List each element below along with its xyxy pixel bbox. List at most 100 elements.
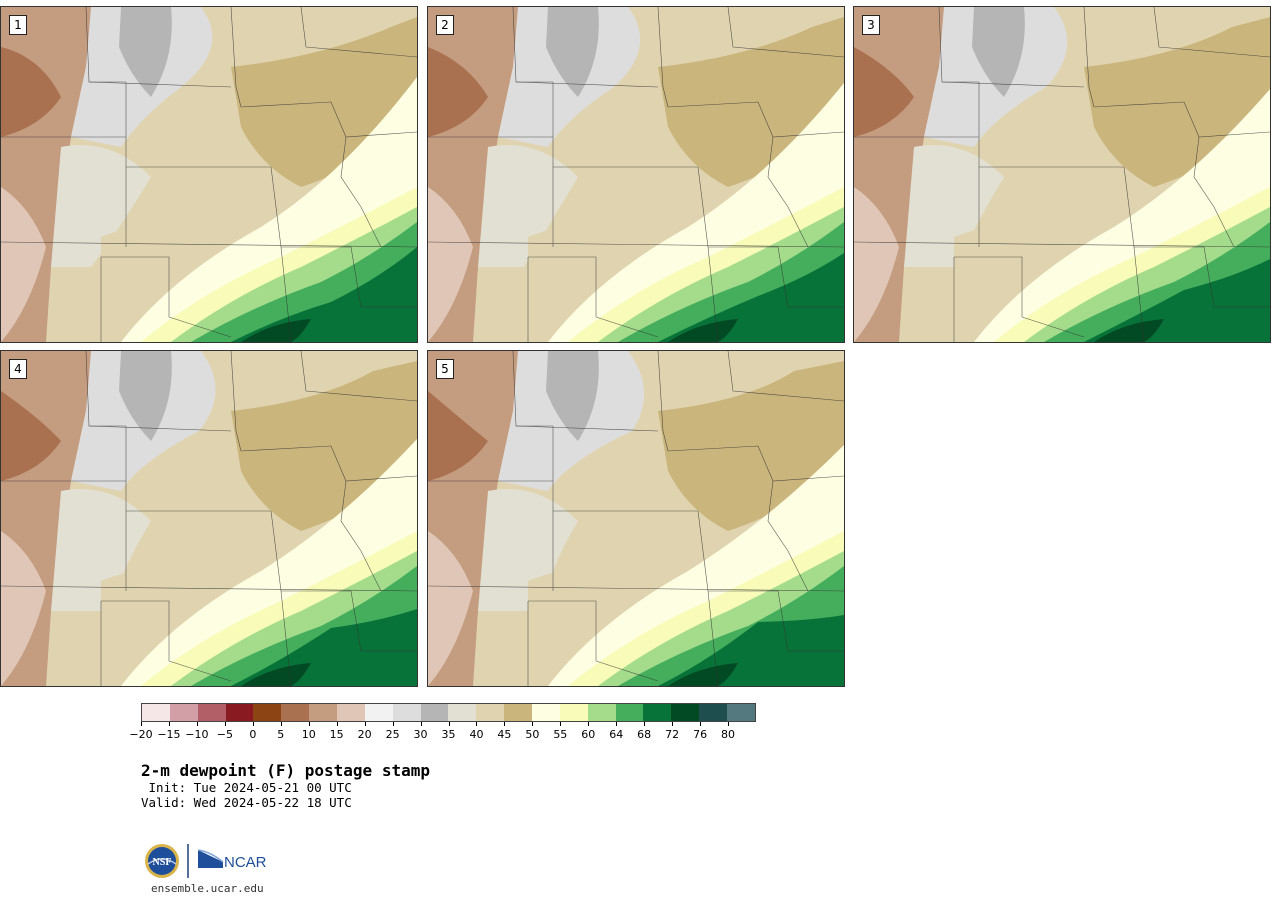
member-label: 2 <box>436 15 454 35</box>
colorbar-tick <box>224 722 226 726</box>
colorbar-tick <box>308 722 310 726</box>
colorbar-swatch <box>420 704 449 721</box>
colorbar-tick <box>672 722 674 726</box>
colorbar-tick <box>196 722 198 726</box>
colorbar-tick <box>616 722 618 726</box>
humid-dark <box>658 253 844 342</box>
colorbar-swatch <box>337 704 365 721</box>
colorbar-swatch <box>281 704 310 721</box>
colorbar-tick <box>560 722 562 726</box>
nsf-logo-text: NSF <box>153 857 172 868</box>
dry-region-south <box>1 187 46 342</box>
colorbar-tick <box>504 722 506 726</box>
dry-region-core <box>854 47 914 137</box>
moist-band <box>568 531 844 686</box>
ncar-logo-text: NCAR <box>224 854 267 871</box>
tan-south <box>954 223 1084 342</box>
dry-region-core <box>428 47 488 137</box>
colorbar-swatch <box>253 704 282 721</box>
grey-plains-core <box>119 351 172 441</box>
colorbar-tick <box>364 722 366 726</box>
colorbar-swatch <box>142 704 170 721</box>
plot-title: 2-m dewpoint (F) postage stamp <box>141 761 430 780</box>
colorbar-swatch <box>197 704 226 721</box>
colorbar-tick-label: 5 <box>277 728 285 741</box>
colorbar-swatch <box>699 704 728 721</box>
colorbar-tick <box>588 722 590 726</box>
state-borders <box>854 7 1270 342</box>
colorbar-tick-label: −20 <box>129 728 153 741</box>
grey-plains-core <box>546 351 599 441</box>
colorbar-tick <box>141 722 142 726</box>
colorbar-swatch <box>727 704 755 721</box>
colorbar-tick <box>476 722 478 726</box>
colorbar-swatch <box>559 704 588 721</box>
colorbar-swatch <box>448 704 477 721</box>
colorbar-swatch <box>587 704 616 721</box>
ncar-logo: NCAR <box>197 849 267 871</box>
tan-south <box>528 223 658 342</box>
colorbar-swatch <box>309 704 338 721</box>
colorbar-swatch <box>169 704 198 721</box>
humid-core <box>241 663 311 686</box>
map-panel-5: 5 <box>427 350 845 687</box>
colorbar-tick <box>392 722 394 726</box>
colorbar-tick-label: 55 <box>553 728 568 741</box>
humid-dark <box>231 609 417 686</box>
moist-band <box>568 187 844 342</box>
humid-dark <box>658 615 844 686</box>
logos: NSF NCAR <box>143 842 283 882</box>
tan-south <box>101 567 231 686</box>
humid-core <box>668 319 738 342</box>
map-panel-3: 3 <box>853 6 1271 343</box>
grey-plains-core <box>972 7 1025 97</box>
moist-corridor <box>974 89 1270 342</box>
colorbar-tick-label: 68 <box>637 728 652 741</box>
colorbar-tick-label: 50 <box>525 728 540 741</box>
init-time: Init: Tue 2024-05-21 00 UTC <box>141 780 352 795</box>
colorbar-swatch <box>643 704 672 721</box>
colorbar-swatch <box>392 704 421 721</box>
member-label: 5 <box>436 359 454 379</box>
site-url: ensemble.ucar.edu <box>151 882 264 895</box>
nsf-logo: NSF <box>145 844 179 878</box>
colorbar-tick-label: 60 <box>581 728 596 741</box>
colorbar-tick <box>336 722 338 726</box>
moist-corridor <box>121 77 417 342</box>
tan-south <box>101 223 231 342</box>
colorbar-tick-label: 80 <box>721 728 736 741</box>
colorbar-swatch <box>225 704 254 721</box>
moist-corridor <box>548 83 844 342</box>
colorbar-swatch <box>671 704 700 721</box>
colorbar-tick-label: 10 <box>301 728 316 741</box>
dewpoint-map <box>1 351 417 686</box>
moist-band <box>994 187 1270 342</box>
colorbar-tick-label: 64 <box>609 728 624 741</box>
colorbar-tick <box>728 722 730 726</box>
moist-band <box>141 531 417 686</box>
colorbar-tick-label: −15 <box>157 728 181 741</box>
colorbar-swatch <box>504 704 533 721</box>
colorbar-tick-label: 30 <box>413 728 428 741</box>
colorbar-tick-label: 76 <box>693 728 708 741</box>
state-borders <box>428 351 844 686</box>
colorbar-tick <box>644 722 646 726</box>
humid-dark <box>1084 259 1270 342</box>
colorbar-ticks: −20 −15 −10 −5 0 5 10 15 20 25 30 35 40 45 50 55 60 64 68 7… <box>129 722 756 742</box>
dewpoint-map <box>428 351 844 686</box>
colorbar-tick-label: −5 <box>216 728 233 741</box>
dewpoint-map <box>1 7 417 342</box>
colorbar-tick-label: 45 <box>497 728 512 741</box>
colorbar-tick-label: 15 <box>329 728 344 741</box>
state-borders <box>428 7 844 342</box>
colorbar-swatch <box>532 704 560 721</box>
moist-corridor <box>121 439 417 686</box>
dry-region-core <box>1 47 61 137</box>
humid-dark <box>231 247 417 342</box>
dry-region-south <box>428 187 473 342</box>
dry-region-core <box>1 391 61 481</box>
humid-core <box>668 663 738 686</box>
map-panel-2: 2 <box>427 6 845 343</box>
valid-time: Valid: Wed 2024-05-22 18 UTC <box>141 795 352 810</box>
colorbar-swatch <box>364 704 393 721</box>
